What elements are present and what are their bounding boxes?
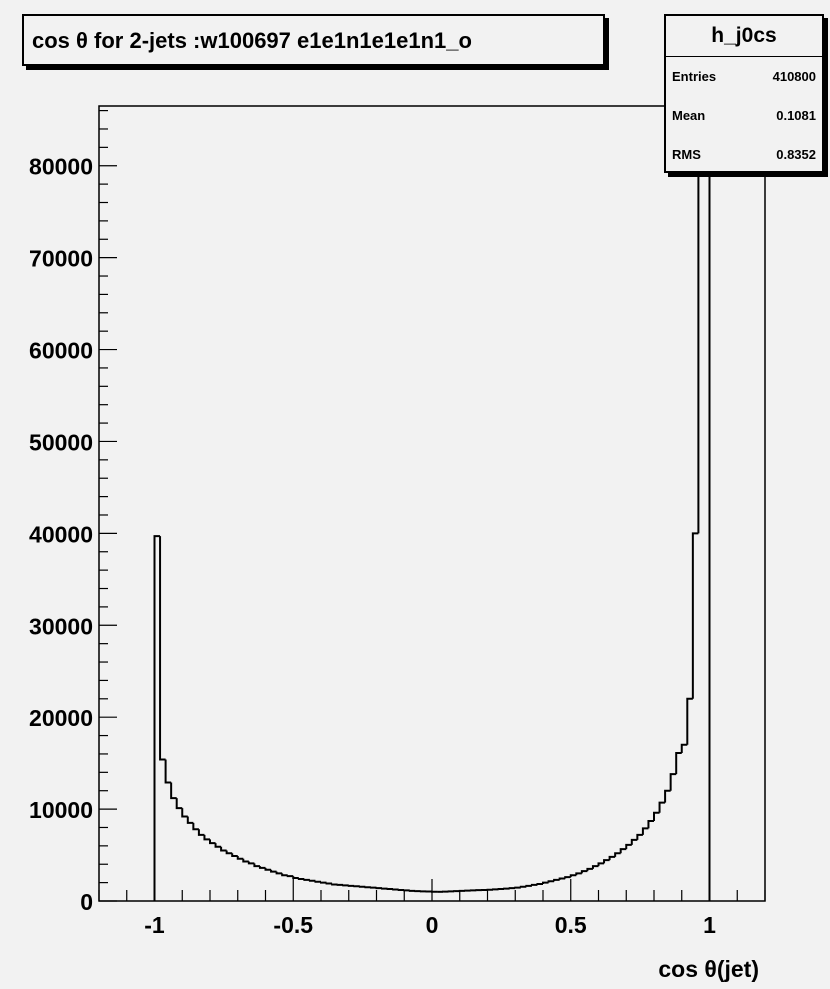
histogram-bin [614, 852, 621, 857]
y-tick-label: 70000 [29, 246, 93, 272]
histogram-bin [530, 883, 538, 886]
histogram-bin [619, 848, 627, 854]
histogram-bin [597, 862, 605, 867]
histogram-bin [203, 834, 210, 841]
histogram-bin [680, 743, 688, 754]
histogram-bin [547, 880, 555, 883]
histogram-bin [236, 855, 244, 860]
histogram-bin [653, 811, 660, 822]
histogram-bin [181, 808, 188, 818]
y-tick-label: 50000 [29, 429, 93, 455]
histogram-bin [647, 820, 654, 829]
histogram-bin [553, 878, 560, 882]
histogram-bin [519, 885, 527, 888]
y-tick-label: 30000 [29, 613, 93, 639]
plot-frame [98, 105, 766, 902]
histogram-bin [686, 697, 693, 745]
histogram-bin [170, 782, 177, 800]
histogram-bin [297, 877, 305, 880]
stats-label-rms: RMS [672, 147, 701, 162]
histogram-bin [669, 773, 677, 791]
y-tick-label: 40000 [29, 521, 93, 547]
stats-value-mean: 0.1081 [776, 108, 816, 123]
histogram-bin [591, 865, 599, 869]
histogram-bin [580, 870, 588, 874]
histogram-bin [586, 867, 593, 872]
histogram-bin [292, 876, 299, 880]
histogram-bin [691, 532, 699, 699]
histogram-bin [258, 866, 266, 869]
histogram-bin [636, 833, 643, 840]
histogram-bin [197, 829, 205, 836]
histogram-bin [658, 801, 666, 813]
histogram-bin [320, 881, 327, 884]
histogram-name: h_j0cs [666, 16, 822, 57]
histogram-bin [209, 839, 216, 845]
histogram-bin [214, 843, 222, 848]
histogram-bin [242, 858, 249, 863]
histogram-bin [575, 872, 582, 876]
histogram-bin [558, 877, 566, 880]
y-tick-label: 0 [80, 889, 93, 915]
histogram-bin [641, 827, 649, 835]
stats-value-rms: 0.8352 [776, 147, 816, 162]
chart-title: cos θ for 2-jets :w100697 e1e1n1e1e1n1_o [32, 28, 472, 53]
stats-label-entries: Entries [672, 69, 717, 84]
y-tick-label: 60000 [29, 338, 93, 364]
histogram-bin [275, 871, 283, 875]
histogram-bin [270, 869, 277, 873]
histogram-bin [564, 876, 571, 879]
histogram-bin [608, 855, 616, 861]
histogram-bin [164, 759, 172, 784]
x-tick-label: 0 [426, 912, 439, 938]
stats-label-mean: Mean [672, 108, 706, 123]
y-tick-label: 80000 [29, 154, 93, 180]
histogram-bin [247, 861, 255, 865]
stats-row-entries: Entries 410800 [666, 57, 822, 96]
histogram-bin [264, 867, 272, 871]
histogram-bin [675, 752, 682, 775]
histogram-bin [603, 859, 610, 864]
histogram-bin [664, 789, 671, 803]
histogram-bin [525, 884, 532, 887]
histogram-bin [325, 882, 333, 885]
histogram-bin [286, 875, 294, 878]
x-tick-label: -1 [144, 912, 165, 938]
stats-value-entries: 410800 [772, 69, 816, 84]
histogram-bin [308, 879, 316, 882]
histogram-bin [303, 878, 310, 881]
stats-row-rms: RMS 0.8352 [666, 135, 822, 174]
x-tick-label: -0.5 [273, 912, 313, 938]
stats-box: h_j0cs Entries 410800 Mean 0.1081 RMS 0.… [664, 14, 824, 173]
histogram-bin [225, 850, 233, 855]
histogram-bin [186, 816, 194, 824]
histogram-bin [253, 863, 260, 868]
histogram-bin [175, 798, 183, 810]
histogram-bin [625, 843, 632, 850]
histogram-bin [281, 873, 288, 877]
histogram-bin [630, 838, 638, 845]
histogram-bin [159, 536, 166, 761]
histogram-bin [220, 846, 227, 852]
histogram-bin [569, 874, 577, 878]
y-tick-label: 10000 [29, 797, 93, 823]
histogram-bin [153, 535, 161, 901]
histogram-bin [542, 881, 549, 884]
x-tick-label: 0.5 [555, 912, 587, 938]
x-tick-label: 1 [703, 912, 716, 938]
histogram-bin [192, 822, 199, 831]
histogram-bin [536, 882, 543, 885]
histogram-bin [231, 853, 238, 857]
x-axis-title: cos θ(jet) [658, 956, 759, 982]
y-tick-label: 20000 [29, 705, 93, 731]
histogram-bin [331, 883, 338, 886]
histogram-bin [314, 880, 321, 883]
stats-row-mean: Mean 0.1081 [666, 96, 822, 135]
title-box: cos θ for 2-jets :w100697 e1e1n1e1e1n1_o [22, 14, 605, 66]
